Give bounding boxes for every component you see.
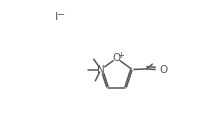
Text: −: − xyxy=(57,10,65,20)
Text: O: O xyxy=(112,53,121,63)
Text: I: I xyxy=(55,11,58,22)
Text: +: + xyxy=(117,51,124,60)
Text: O: O xyxy=(159,64,167,75)
Text: N: N xyxy=(97,64,105,75)
